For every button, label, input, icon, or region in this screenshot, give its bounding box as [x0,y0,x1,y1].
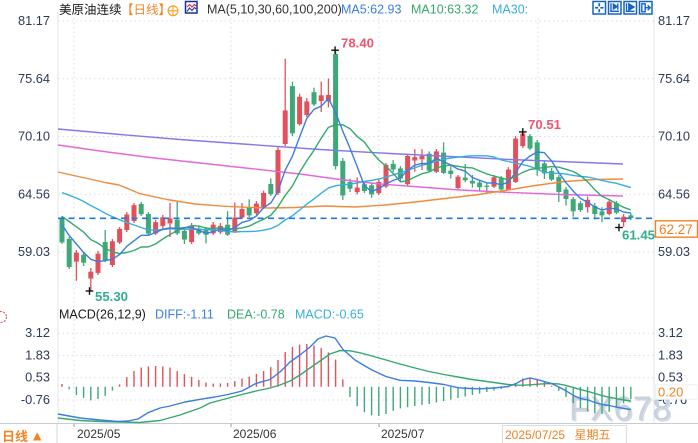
svg-text:FX678: FX678 [569,390,672,428]
svg-text:75.64: 75.64 [18,71,50,86]
svg-text:64.56: 64.56 [18,186,50,201]
svg-text:59.03: 59.03 [658,244,690,259]
svg-text:2025/05: 2025/05 [77,427,121,441]
svg-text:0.20: 0.20 [658,384,683,399]
svg-text:59.03: 59.03 [18,244,50,259]
svg-text:70.10: 70.10 [658,129,690,144]
svg-text:DIFF:-1.11: DIFF:-1.11 [155,308,214,322]
svg-text:MA5:62.93: MA5:62.93 [341,3,402,17]
svg-text:61.45: 61.45 [622,228,655,243]
svg-text:0.53: 0.53 [25,370,50,385]
svg-text:MA30:: MA30: [492,3,528,17]
svg-text:3.12: 3.12 [658,325,683,340]
svg-text:MA(5,10,30,60,100,200): MA(5,10,30,60,100,200) [207,3,342,17]
svg-text:DEA:-0.78: DEA:-0.78 [227,308,285,322]
svg-text:0.53: 0.53 [658,370,683,385]
svg-text:70.51: 70.51 [528,117,561,132]
svg-text:81.17: 81.17 [658,13,690,28]
svg-text:62.27: 62.27 [659,222,693,237]
svg-text:3.12: 3.12 [25,325,50,340]
svg-text:MACD(26,12,9): MACD(26,12,9) [59,308,146,322]
svg-text:2025/06: 2025/06 [233,427,277,441]
svg-text:55.30: 55.30 [95,289,128,304]
svg-text:2025/07/25: 2025/07/25 [505,428,565,442]
svg-text:75.64: 75.64 [658,71,690,86]
svg-text:1.83: 1.83 [658,348,683,363]
svg-text:MA10:63.32: MA10:63.32 [411,3,478,17]
svg-text:70.10: 70.10 [18,129,50,144]
svg-text:1.83: 1.83 [25,348,50,363]
svg-text:-0.76: -0.76 [21,392,50,407]
svg-text:81.17: 81.17 [18,13,50,28]
svg-text:78.40: 78.40 [341,36,374,51]
svg-text:2025/07: 2025/07 [381,427,425,441]
svg-text:MACD:-0.65: MACD:-0.65 [295,308,364,322]
svg-text:64.56: 64.56 [658,186,690,201]
